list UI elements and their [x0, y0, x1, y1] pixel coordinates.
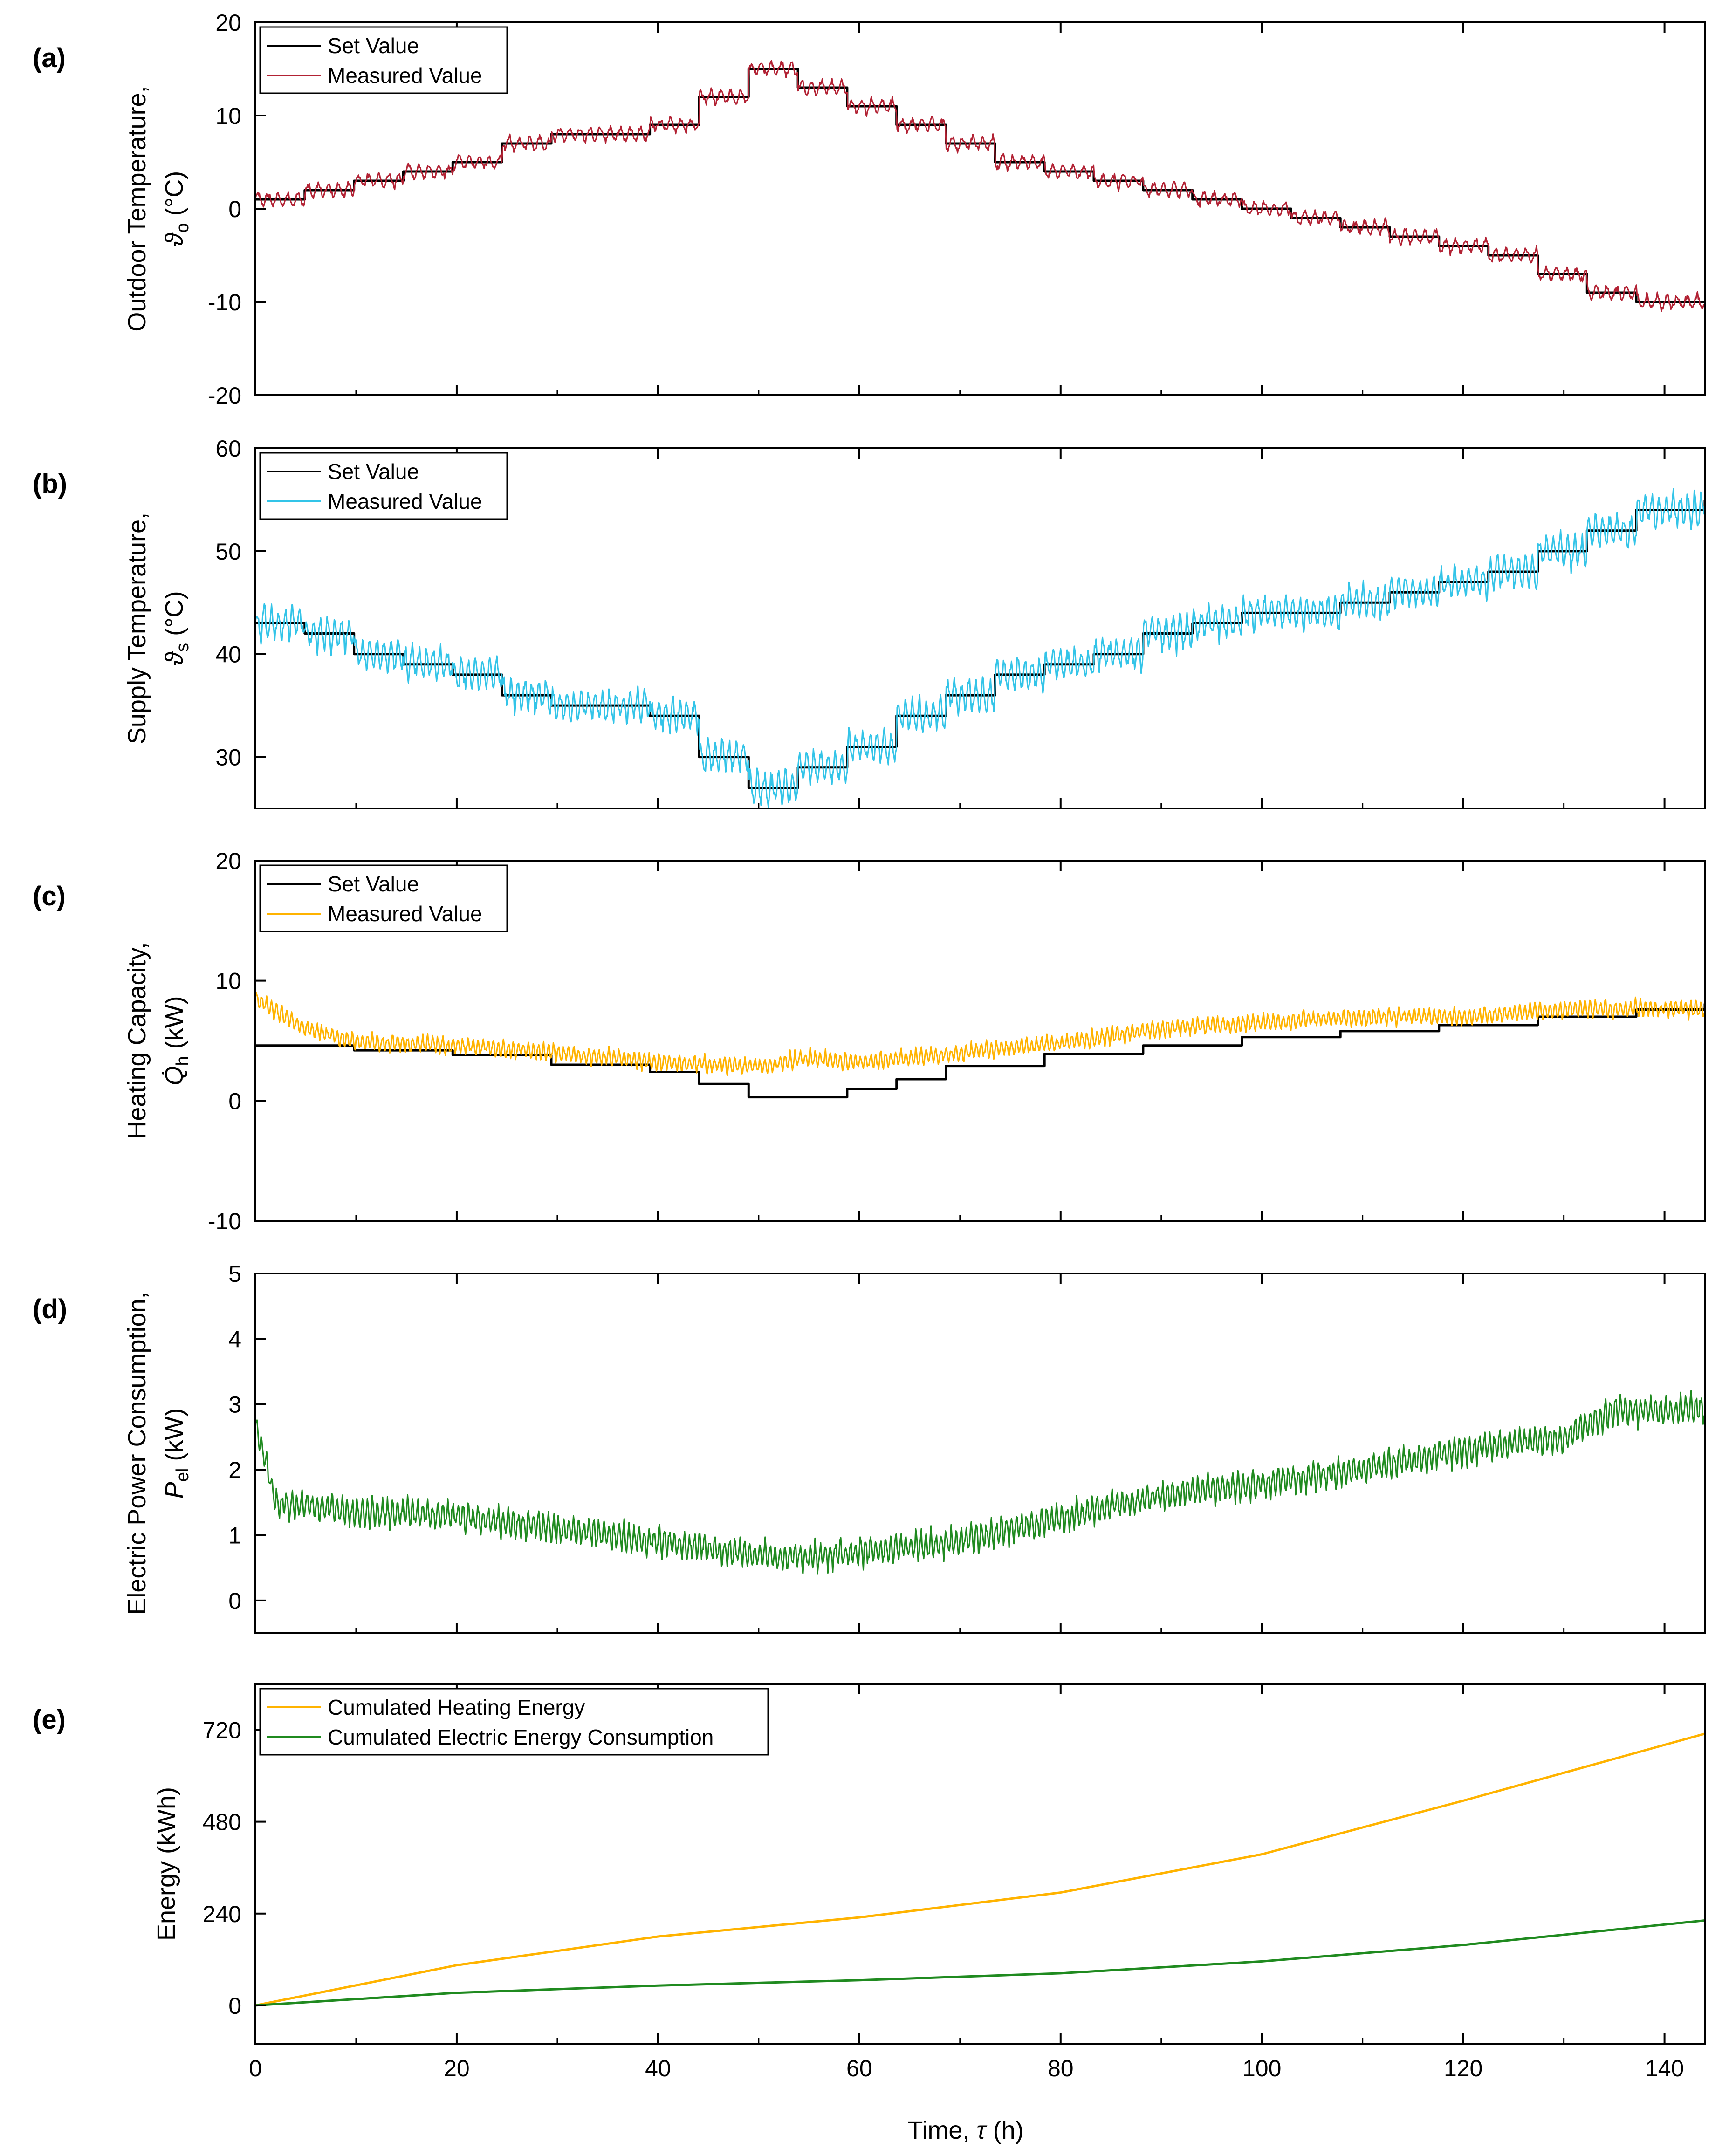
- plot-frame: [254, 1683, 1706, 2045]
- y-tick-label: 0: [228, 1993, 241, 2019]
- y-tick-label: 4: [228, 1326, 241, 1352]
- y-tick-label: 0: [228, 1088, 241, 1114]
- plot-frame: [254, 1273, 1706, 1634]
- y-tick-label: 20: [215, 848, 241, 874]
- x-tick-label: 60: [846, 2055, 872, 2081]
- y-tick-label: 720: [203, 1718, 241, 1744]
- x-tick-label: 80: [1048, 2055, 1074, 2081]
- y-tick-label: 20: [215, 10, 241, 36]
- y-tick-label: 50: [215, 539, 241, 565]
- series-line-measured-value: [255, 992, 1705, 1076]
- series-line-cumulated-heating-energy: [255, 1732, 1705, 2007]
- legend-label-cumulated-heating-energy: Cumulated Heating Energy: [328, 1695, 585, 1719]
- x-tick-label: 40: [645, 2055, 671, 2081]
- legend-label-set-value: Set Value: [328, 34, 419, 58]
- legend-label-set-value: Set Value: [328, 459, 419, 484]
- y-axis-title-line2: ϑs (°C): [160, 591, 192, 665]
- y-tick-label: 0: [228, 1588, 241, 1614]
- y-tick-label: 2: [228, 1457, 241, 1483]
- panel-b: 30 40 50 60 (b) Supply Temperature, ϑs (°C) Set…: [33, 436, 1706, 809]
- panel-label: (a): [33, 43, 66, 73]
- y-tick-label: -10: [208, 1208, 241, 1234]
- series-group: [255, 1390, 1705, 1575]
- panel-label: (b): [33, 469, 67, 499]
- legend-label-set-value: Set Value: [328, 872, 419, 896]
- y-tick-label: 10: [215, 103, 241, 129]
- y-tick-label: -20: [208, 383, 241, 409]
- y-tick-label: 60: [215, 436, 241, 462]
- y-tick-label: -10: [208, 289, 241, 315]
- legend-box: [259, 452, 508, 520]
- series-line-cumulated-electric-energy-consumption: [255, 1919, 1705, 2007]
- y-tick-label: 40: [215, 642, 241, 668]
- series-line-measured-value: [255, 60, 1705, 312]
- series-group: [255, 488, 1705, 808]
- x-tick-label: 0: [249, 2055, 262, 2081]
- panel-label: (c): [33, 881, 66, 911]
- series-line-electric-power: [255, 1390, 1705, 1575]
- legend-label-measured-value: Measured Value: [328, 489, 482, 513]
- panel-c: -10 0 10 20 (c) Heating Capacity, Q̇h (kW) Set …: [33, 848, 1706, 1234]
- y-tick-label: 10: [215, 968, 241, 994]
- y-axis-title-line1: Electric Power Consumption,: [123, 1292, 151, 1615]
- x-tick-label: 140: [1645, 2055, 1684, 2081]
- y-axis-title-line1: Outdoor Temperature,: [123, 86, 151, 331]
- y-tick-label: 5: [228, 1261, 241, 1287]
- legend-box: [259, 26, 508, 94]
- panel-e: 0 20 40 60 80 100 120 140 0 240 480 720 (e) Energy (k…: [33, 1683, 1706, 2081]
- y-axis-title: Energy (kWh): [152, 1787, 180, 1941]
- series-group: [255, 992, 1705, 1099]
- legend: Set Value Measured Value: [259, 864, 508, 932]
- x-tick-label: 20: [444, 2055, 470, 2081]
- y-axis-title-line1: Supply Temperature,: [123, 513, 151, 744]
- panel-label: (d): [33, 1294, 67, 1324]
- x-tick-label: 100: [1242, 2055, 1281, 2081]
- legend-label-measured-value: Measured Value: [328, 902, 482, 926]
- y-axis-title-line2: Q̇h (kW): [160, 996, 192, 1085]
- legend: Cumulated Heating Energy Cumulated Electr…: [259, 1688, 769, 1756]
- legend: Set Value Measured Value: [259, 452, 508, 520]
- series-group: [255, 60, 1705, 312]
- legend-box: [259, 1688, 769, 1756]
- plot-frame: [254, 447, 1706, 809]
- legend: Set Value Measured Value: [259, 26, 508, 94]
- y-tick-label: 30: [215, 745, 241, 771]
- legend-label-cumulated-electric-energy-consumption: Cumulated Electric Energy Consumption: [328, 1725, 714, 1749]
- y-tick-label: 1: [228, 1522, 241, 1548]
- panel-label: (e): [33, 1704, 66, 1735]
- legend-label-measured-value: Measured Value: [328, 63, 482, 88]
- y-tick-label: 480: [203, 1809, 241, 1835]
- y-axis-title-line1: Heating Capacity,: [123, 942, 151, 1139]
- x-tick-label: 120: [1444, 2055, 1482, 2081]
- series-line-measured-value: [255, 488, 1705, 808]
- x-axis-title: Time, τ (h): [907, 2116, 1023, 2144]
- y-axis-title-line2: Pel (kW): [160, 1408, 192, 1499]
- panel-d: 0 1 2 3 4 5 (d) Electric Power Consumption, Pel …: [33, 1261, 1706, 1634]
- y-tick-label: 0: [228, 196, 241, 222]
- y-tick-label: 240: [203, 1901, 241, 1927]
- legend-box: [259, 864, 508, 932]
- y-axis-title-line2: ϑo (°C): [160, 171, 192, 246]
- y-tick-label: 3: [228, 1392, 241, 1418]
- panel-a: -20 -10 0 10 20 (a) Outdoor Temperature, ϑo (°C…: [33, 10, 1706, 409]
- series-group: [255, 1732, 1705, 2007]
- plot-frame: [254, 860, 1706, 1222]
